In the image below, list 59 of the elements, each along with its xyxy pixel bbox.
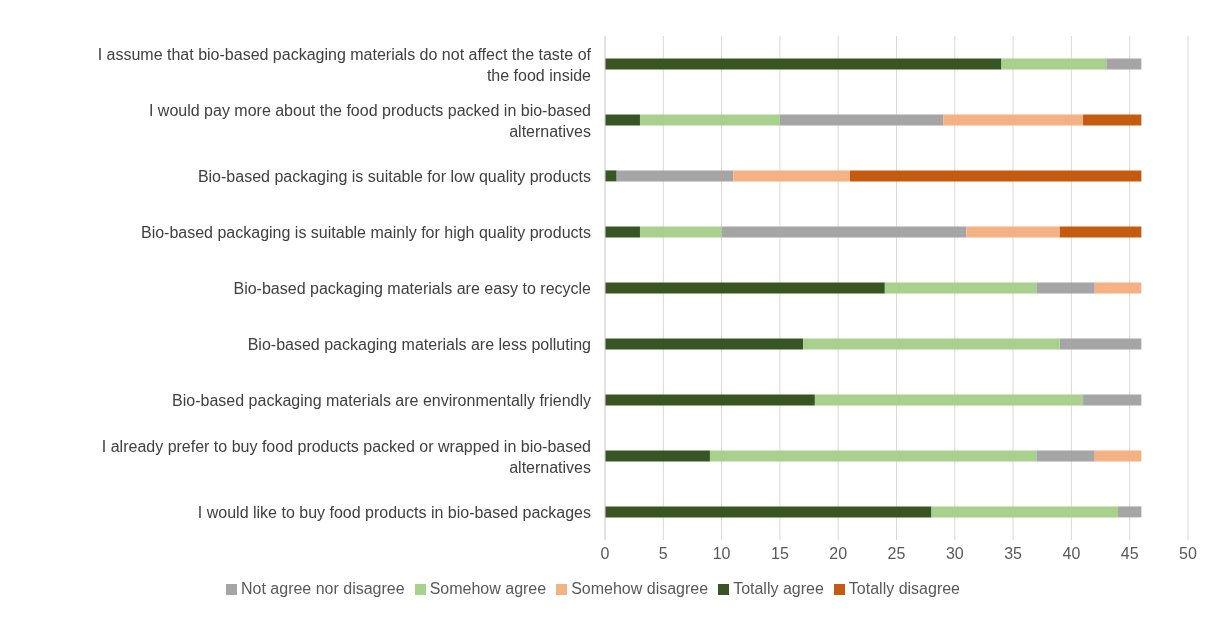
x-tick-label: 35 [1004, 545, 1023, 563]
bar [1106, 58, 1142, 70]
x-tick-label: 25 [887, 545, 906, 563]
bar [605, 338, 804, 350]
bar [1059, 338, 1142, 350]
y-tick-label: Bio-based packaging materials are less polluting [247, 335, 591, 353]
x-tick-label: 50 [1179, 545, 1197, 563]
x-tick-label: 5 [658, 545, 668, 563]
bar [605, 58, 1002, 70]
bar [1118, 506, 1142, 518]
bar [884, 282, 1037, 294]
bar [1083, 394, 1142, 406]
y-tick-label: I assume that bio-based packaging materials do not affect the taste of the food inside [97, 45, 592, 83]
bar [721, 226, 967, 238]
y-tick-label: Bio-based packaging materials are easy to recycle [233, 279, 592, 297]
bar [943, 114, 1084, 126]
x-tick-label: 20 [829, 545, 848, 563]
y-tick-label: Bio-based packaging is suitable mainly for high quality products [140, 223, 591, 241]
bar [605, 226, 640, 238]
bar [605, 282, 885, 294]
y-tick-label: I would like to buy food products in bio-based packages [197, 503, 591, 521]
bar [1059, 226, 1142, 238]
y-tick-label: I already prefer to buy food products packed or wrapped in bio-based alternatives [101, 437, 591, 475]
bar [605, 394, 815, 406]
bar [605, 506, 932, 518]
bar [1036, 450, 1095, 462]
x-tick-label: 40 [1062, 545, 1081, 563]
bar [966, 226, 1060, 238]
bar [803, 338, 1060, 350]
bar [779, 114, 944, 126]
x-tick-label: 45 [1120, 545, 1139, 563]
bar [616, 170, 734, 182]
bar [605, 170, 617, 182]
bar [1036, 282, 1095, 294]
bar [1094, 450, 1142, 462]
y-tick-label: I would pay more about the food products packed in bio-based alternatives [148, 101, 591, 139]
bar [1083, 114, 1142, 126]
legend-label: Totally agree [733, 580, 824, 597]
bar [849, 170, 1142, 182]
bar [1094, 282, 1142, 294]
bar [709, 450, 1037, 462]
bar [931, 506, 1119, 518]
bar [605, 450, 710, 462]
bar [639, 114, 780, 126]
x-tick-label: 10 [712, 545, 731, 563]
x-tick-label: 30 [945, 545, 964, 563]
bar [814, 394, 1084, 406]
bar [733, 170, 850, 182]
bar [605, 114, 640, 126]
x-tick-label: 0 [600, 545, 610, 563]
y-tick-label: Bio-based packaging materials are environmentally friendly [172, 391, 591, 409]
x-tick-label: 15 [771, 545, 789, 563]
bar [1001, 58, 1107, 70]
legend-label: Somehow agree [429, 580, 547, 597]
legend-label: Not agree nor disagree [240, 580, 405, 597]
bar [639, 226, 722, 238]
legend-label: Totally disagree [848, 580, 961, 597]
legend-label: Somehow disagree [571, 580, 709, 597]
y-tick-label: Bio-based packaging is suitable for low quality products [197, 167, 591, 185]
